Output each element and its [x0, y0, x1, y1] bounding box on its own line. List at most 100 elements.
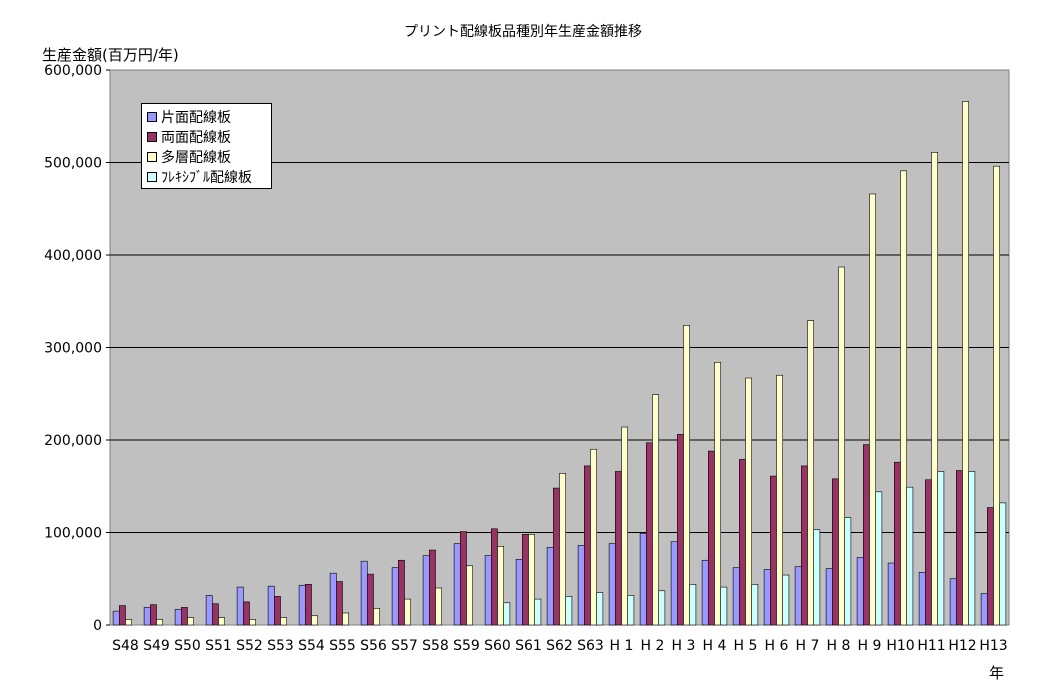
legend-swatch [147, 172, 157, 182]
x-tick-label: S63 [577, 638, 604, 654]
bar-1 [856, 557, 864, 626]
bar-2 [769, 475, 777, 626]
bar-4 [813, 529, 821, 626]
bar-1 [267, 585, 275, 626]
bar-3 [931, 152, 938, 626]
bars [112, 101, 1007, 626]
bar-3 [807, 320, 814, 626]
bar-3 [466, 565, 473, 626]
bar-2 [800, 465, 808, 626]
bar-4 [906, 486, 914, 626]
bar-2 [645, 442, 653, 626]
bar-1 [918, 571, 926, 626]
x-tick-label: S51 [205, 638, 232, 654]
x-tick-label: H 9 [858, 638, 882, 654]
x-axis-unit: 年 [989, 664, 1005, 682]
bar-1 [329, 572, 337, 626]
x-tick-label: S58 [422, 638, 449, 654]
x-tick-label: S53 [267, 638, 294, 654]
bar-1 [484, 555, 492, 626]
legend-label: 両面配線板 [161, 130, 231, 146]
bar-1 [825, 568, 833, 626]
y-tick-label: 600,000 [44, 63, 102, 79]
bar-1 [732, 567, 740, 626]
y-tick-label: 300,000 [44, 341, 102, 357]
legend-swatch [147, 112, 157, 122]
bar-2 [150, 604, 157, 626]
y-tick-label: 200,000 [44, 433, 102, 449]
bar-3 [652, 394, 659, 626]
legend-label: ﾌﾚｷｼﾌﾞﾙ配線板 [161, 170, 252, 186]
bar-2 [955, 470, 963, 626]
bar-4 [689, 583, 697, 626]
x-tick-labels: S48 S49 S50 S51 S52 S53 S54 S55 S56 S57 S58 S59 S60 S… [112, 638, 1008, 654]
x-tick-label: S57 [391, 638, 418, 654]
bar-1 [670, 541, 678, 626]
bar-2 [986, 507, 994, 626]
x-tick-label: H 8 [827, 638, 851, 654]
legend: 片面配線板 両面配線板 多層配線板 ﾌﾚｷｼﾌﾞﾙ配線板 [141, 103, 272, 189]
bar-4 [844, 517, 852, 626]
bar-1 [360, 560, 368, 626]
bar-2 [212, 603, 219, 626]
y-tick-label: 100,000 [44, 526, 102, 542]
bar-1 [701, 559, 709, 626]
bar-3 [559, 472, 566, 626]
bar-4 [782, 574, 790, 626]
bar-1 [763, 569, 771, 626]
y-tick-label: 400,000 [44, 248, 102, 264]
bar-4 [534, 598, 542, 626]
bar-2 [273, 596, 281, 626]
x-tick-label: H 1 [610, 638, 634, 654]
x-tick-label: H11 [917, 638, 945, 654]
bar-3 [435, 587, 442, 626]
x-tick-label: S61 [515, 638, 542, 654]
y-tick-labels: 0 100,000 200,000 300,000 400,000 500,000 600,… [44, 63, 110, 634]
bar-2 [243, 601, 250, 626]
bar-3 [776, 374, 783, 626]
bar-2 [738, 459, 746, 626]
bar-1 [608, 543, 616, 626]
x-tick-label: S55 [329, 638, 356, 654]
x-tick-label: S56 [360, 638, 387, 654]
bar-2 [181, 607, 188, 626]
x-tick-label: S54 [298, 638, 325, 654]
bar-4 [627, 595, 635, 626]
bar-4 [968, 471, 976, 626]
bar-4 [999, 502, 1007, 626]
x-tick-label: H 6 [765, 638, 789, 654]
x-tick-label: S59 [453, 638, 480, 654]
bar-2 [428, 549, 436, 626]
legend-item: 両面配線板 [147, 127, 271, 147]
bar-2 [583, 465, 591, 626]
bar-1 [391, 567, 399, 626]
legend-swatch [147, 132, 157, 142]
bar-2 [119, 605, 126, 626]
bar-2 [397, 559, 405, 626]
bar-3 [838, 266, 845, 626]
bar-4 [751, 583, 759, 626]
x-tick-label: H12 [948, 638, 976, 654]
bar-1 [794, 566, 802, 626]
bar-3 [404, 598, 411, 626]
x-tick-label: H13 [979, 638, 1007, 654]
bar-3 [590, 448, 597, 626]
bar-3 [869, 193, 876, 626]
bar-1 [422, 555, 430, 626]
bar-3 [218, 617, 225, 626]
bar-2 [552, 487, 560, 626]
bar-2 [335, 581, 343, 626]
x-tick-label: H 7 [796, 638, 820, 654]
bar-2 [924, 479, 932, 626]
x-tick-label: H10 [886, 638, 914, 654]
x-tick-label: S62 [546, 638, 573, 654]
bar-4 [565, 596, 573, 626]
bar-3 [187, 617, 194, 626]
x-tick-label: H 3 [672, 638, 696, 654]
bar-2 [614, 471, 622, 626]
legend-item: 片面配線板 [147, 107, 271, 127]
bar-1 [143, 607, 151, 626]
bar-1 [980, 593, 988, 626]
bar-2 [490, 528, 498, 626]
bar-1 [112, 610, 120, 626]
